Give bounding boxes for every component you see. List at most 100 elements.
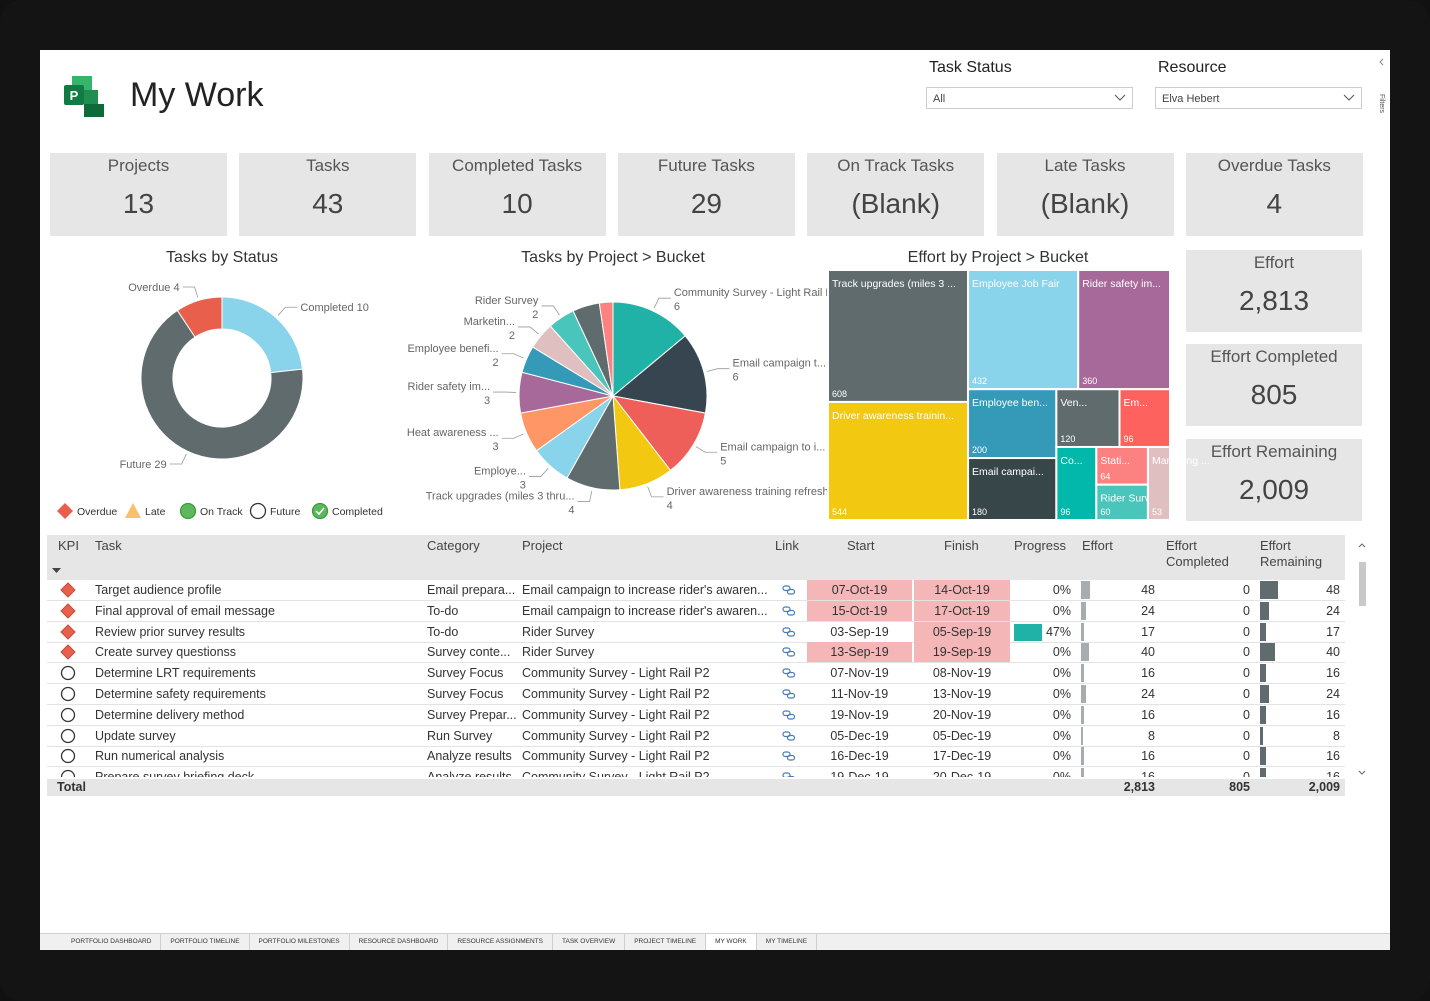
effort: 16 [1141,707,1155,722]
effort-completed: 0 [1243,603,1250,618]
column-header[interactable]: Progress [1014,538,1067,553]
remaining-bar [1260,664,1267,683]
link-loop [786,692,796,699]
table-row: Determine LRT requirements Survey Focus Co… [47,663,1345,685]
legend-check [315,507,325,516]
kpi-icon [60,603,76,619]
column-header[interactable]: Effort Remaining [1260,538,1323,569]
effort: 40 [1141,645,1155,660]
page-tab[interactable]: MY TIMELINE [757,934,818,950]
link-loop [782,751,791,758]
filter-value[interactable]: Elva Hebert [1162,93,1220,105]
column-header[interactable]: Finish [944,538,979,553]
page-tab[interactable]: PORTFOLIO DASHBOARD [62,934,162,950]
category: Survey Focus [427,687,504,701]
table-row: Target audience profile Email prepara... E… [47,580,1345,601]
slice-value: 4 [568,504,574,516]
link-loop [786,672,796,678]
page-tab[interactable]: PORTFOLIO MILESTONES [250,934,350,950]
column-header[interactable]: Effort Completed [1166,538,1229,569]
effort-bar [1081,664,1085,683]
collapse-chevron[interactable] [1379,58,1384,66]
future-icon [60,707,76,722]
page-tab[interactable]: PORTFOLIO TIMELINE [161,934,250,950]
treemap-tile [1077,269,1172,391]
column-header[interactable]: Project [522,538,563,553]
scroll-up[interactable] [1358,543,1366,548]
kpi-card: Late Tasks (Blank) [996,153,1174,236]
kpi-label: Future Tasks [657,156,755,175]
effort-bar [1081,747,1085,766]
scroll-down[interactable] [1358,770,1366,775]
link-icon[interactable] [782,689,796,699]
slice-label: Future 29 [120,459,167,471]
finish-date: 19-Sep-19 [914,642,1010,663]
filter-label: Resource [1158,59,1227,76]
scrollbar[interactable] [1356,540,1368,780]
table-row: Review prior survey results To-do Rider Su… [47,621,1345,643]
filter-dropdown[interactable]: All [926,87,1133,109]
link-icon[interactable] [782,772,796,777]
link-icon[interactable] [782,647,796,657]
kpi-label: Projects [107,156,170,175]
link-icon[interactable] [782,585,796,595]
kpi-card: Future Tasks 29 [617,153,795,236]
filter-value[interactable]: All [933,93,946,105]
category: Survey Prepar... [427,707,517,722]
link-loop [782,710,791,716]
link-icon[interactable] [782,626,796,637]
project: Rider Survey [522,645,595,660]
filters-pane-label[interactable]: Filters [1378,94,1385,114]
link-icon[interactable] [782,668,796,678]
column-header[interactable]: Link [775,538,799,553]
remaining-bar [1260,685,1270,703]
start-date: 19-Dec-19 [807,767,912,777]
category: Survey Focus [427,666,504,681]
legend-icon [311,502,329,520]
kpi-value: 10 [501,188,533,219]
progress-label: 0% [1052,749,1071,764]
kpi-label: Tasks [306,156,350,175]
remaining-bar [1260,768,1267,777]
link-icon[interactable] [782,710,796,720]
treemap-tile [1146,445,1172,521]
column-header[interactable]: Start [847,538,875,553]
remaining-bar [1260,622,1267,641]
task: Target audience profile [95,583,222,597]
column-header[interactable]: Task [95,538,122,553]
slice-label: Email campaign t... 6 [732,358,826,384]
filter-dropdown[interactable]: Elva Hebert [1155,87,1362,109]
effort-remaining: 48 [1326,583,1340,597]
scroll-thumb[interactable] [1359,562,1366,606]
leader-line [277,306,298,316]
effort-remaining: 16 [1326,666,1340,681]
progress-bar [1014,623,1043,641]
column-header[interactable]: KPI [58,538,79,553]
page-tab[interactable]: MY WORK [706,934,757,950]
tile-label: Track upgrades (miles 3 ... [832,278,956,290]
page-tab[interactable]: RESOURCE ASSIGNMENTS [448,934,553,950]
column-header[interactable]: Category [427,538,480,553]
filters-pane-strip[interactable]: Filters [1376,56,1388,116]
future-icon [60,666,76,681]
tile-value: 432 [972,376,987,386]
dropdown-chevron[interactable] [1114,94,1126,102]
sort-indicator[interactable] [52,568,62,575]
page-tab[interactable]: TASK OVERVIEW [553,934,626,950]
link-icon[interactable] [782,606,796,616]
tile-value: 96 [1123,434,1133,444]
effort-remaining: 40 [1326,645,1340,660]
page-tab[interactable]: PROJECT TIMELINE [625,934,707,950]
page-tab[interactable]: RESOURCE DASHBOARD [350,934,449,950]
dropdown-chevron[interactable] [1343,94,1355,102]
link-icon[interactable] [782,751,796,761]
link-loop [782,647,791,654]
link-loop [782,772,791,777]
slice-value: 2 [492,357,498,369]
effort-completed: 0 [1157,767,1250,777]
column-header[interactable]: Effort [1082,538,1113,553]
table-header [47,535,1345,580]
effort-completed: 0 [1243,749,1250,764]
link-icon[interactable] [782,730,796,741]
